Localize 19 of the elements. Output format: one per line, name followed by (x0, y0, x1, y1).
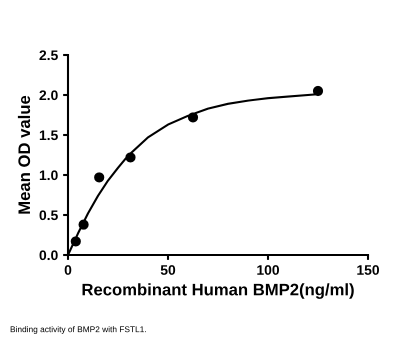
y-tick-label: 2.0 (39, 90, 58, 100)
point (312, 86, 324, 96)
x-tick-label: 100 (257, 265, 280, 275)
point (125, 152, 136, 162)
y-tick-label: 1.5 (40, 130, 58, 140)
x-tick-label: 50 (160, 265, 176, 275)
x-tick-label: 150 (357, 265, 380, 275)
point (188, 112, 198, 122)
text: Binding activity of BMP2 with FSTL1. (10, 326, 146, 334)
y-tick-label: 2.5 (39, 50, 58, 60)
y-tick-label: 1.0 (40, 170, 58, 180)
y-tick-label: 0.0 (40, 250, 58, 260)
point (70, 236, 81, 246)
point (78, 220, 89, 230)
x-tick-label: 0 (64, 265, 72, 275)
y-tick-label: 0.5 (40, 210, 58, 220)
x-axis-title: Recombinant Human BMP2(ng/ml) (82, 283, 354, 299)
point (94, 172, 104, 182)
y-axis-title: Mean OD value (18, 96, 30, 214)
